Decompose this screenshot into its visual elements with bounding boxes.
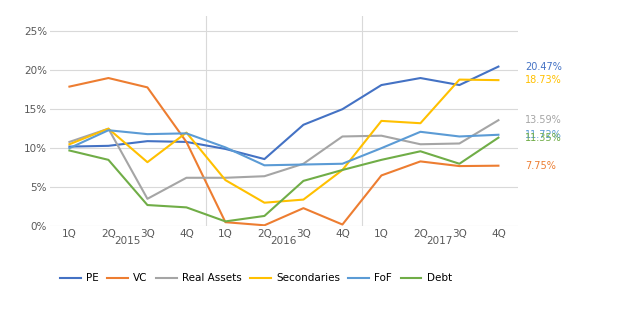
Text: 2017: 2017: [427, 236, 453, 246]
Text: 18.73%: 18.73%: [525, 75, 562, 85]
Text: 2016: 2016: [271, 236, 297, 246]
Legend: PE, VC, Real Assets, Secondaries, FoF, Debt: PE, VC, Real Assets, Secondaries, FoF, D…: [56, 269, 456, 288]
Text: 20.47%: 20.47%: [525, 62, 562, 72]
Text: 7.75%: 7.75%: [525, 161, 556, 171]
Text: 11.72%: 11.72%: [525, 130, 562, 140]
Text: 13.59%: 13.59%: [525, 115, 562, 125]
Text: 2015: 2015: [115, 236, 141, 246]
Text: 11.35%: 11.35%: [525, 133, 562, 143]
